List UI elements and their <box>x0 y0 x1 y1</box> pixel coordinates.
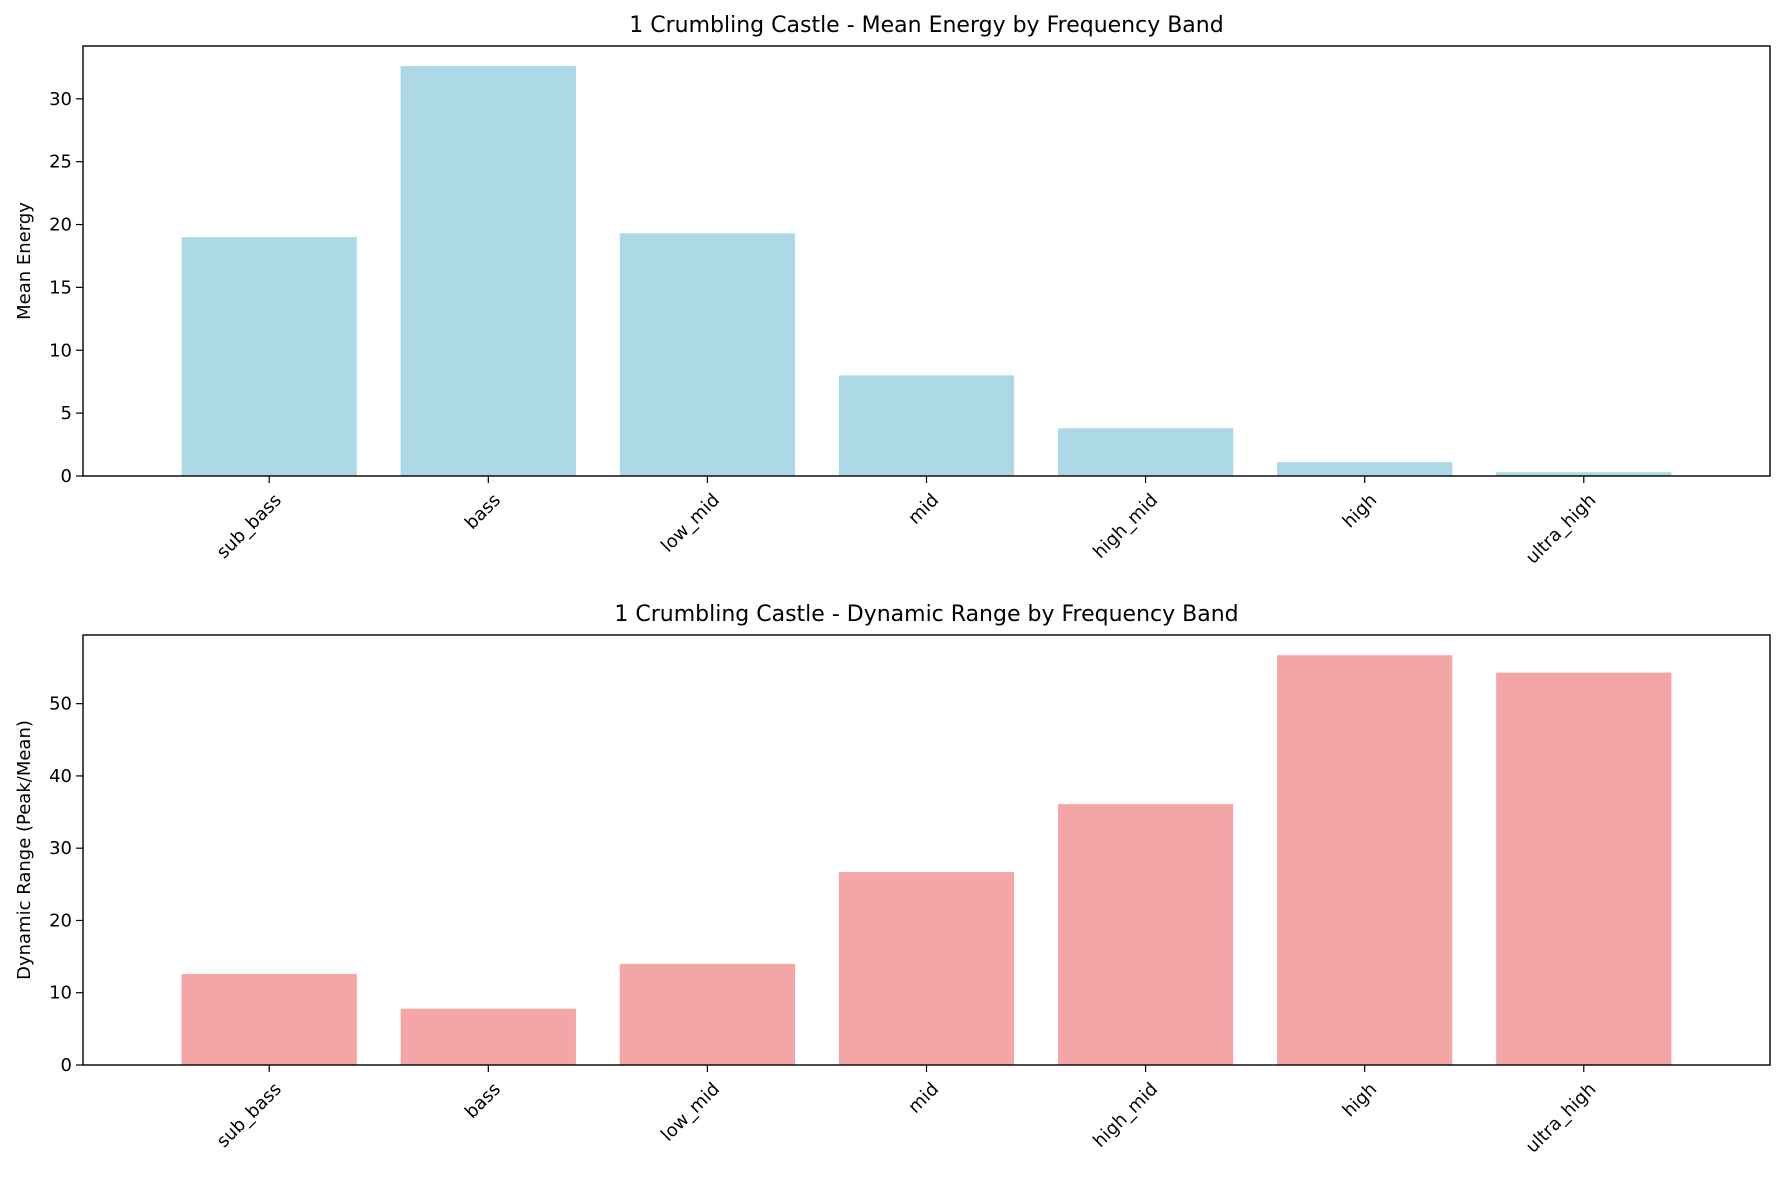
dynamic-range-chart-title: 1 Crumbling Castle - Dynamic Range by Fr… <box>614 602 1238 627</box>
mean-energy-plot-frame <box>82 45 1771 477</box>
dynamic-range-y-tick-label: 30 <box>49 838 72 859</box>
dynamic-range-y-tick-label: 40 <box>49 766 72 787</box>
mean-energy-y-axis-label: Mean Energy <box>14 202 35 320</box>
mean-energy-bar-sub_bass <box>181 237 357 476</box>
mean-energy-bar-low_mid <box>619 233 796 476</box>
mean-energy-y-ticks: 0 5 10 15 20 25 30 <box>49 89 83 487</box>
dynamic-range-y-tick-label: 50 <box>49 694 72 715</box>
mean-energy-bar-high_mid <box>1057 428 1234 476</box>
dynamic-range-bar-high_mid <box>1057 804 1234 1065</box>
mean-energy-bar-bass <box>400 66 576 477</box>
mean-energy-bars <box>181 66 1672 477</box>
dynamic-range-plot-frame <box>82 634 1771 1066</box>
dynamic-range-bar-low_mid <box>619 963 796 1065</box>
dynamic-range-y-ticks: 0 10 20 30 40 50 <box>49 694 83 1076</box>
mean-energy-y-tick-label: 30 <box>49 89 72 110</box>
mean-energy-y-tick-label: 10 <box>49 340 72 361</box>
mean-energy-bar-mid <box>838 375 1015 476</box>
dynamic-range-y-tick-label: 10 <box>49 983 72 1004</box>
mean-energy-y-tick-label: 15 <box>49 277 72 298</box>
mean-energy-y-tick-label: 25 <box>49 152 72 173</box>
mean-energy-bar-high <box>1277 462 1453 476</box>
dynamic-range-bar-ultra_high <box>1496 672 1672 1065</box>
mean-energy-y-tick-label: 0 <box>61 466 72 487</box>
dynamic-range-y-axis-label: Dynamic Range (Peak/Mean) <box>14 720 35 980</box>
mean-energy-bar-ultra_high <box>1496 472 1672 476</box>
mean-energy-y-tick-label: 20 <box>49 215 72 236</box>
dynamic-range-bar-mid <box>838 872 1015 1065</box>
dynamic-range-y-tick-label: 20 <box>49 910 72 931</box>
dynamic-range-bar-sub_bass <box>181 973 357 1065</box>
mean-energy-chart-title: 1 Crumbling Castle - Mean Energy by Freq… <box>629 13 1223 38</box>
dynamic-range-y-tick-label: 0 <box>61 1055 72 1076</box>
mean-energy-chart: 1 Crumbling Castle - Mean Energy by Freq… <box>14 13 1771 568</box>
mean-energy-y-tick-label: 5 <box>61 403 72 424</box>
dynamic-range-bar-bass <box>400 1008 576 1065</box>
dynamic-range-bars <box>181 655 1672 1065</box>
dynamic-range-bar-high <box>1277 655 1453 1065</box>
